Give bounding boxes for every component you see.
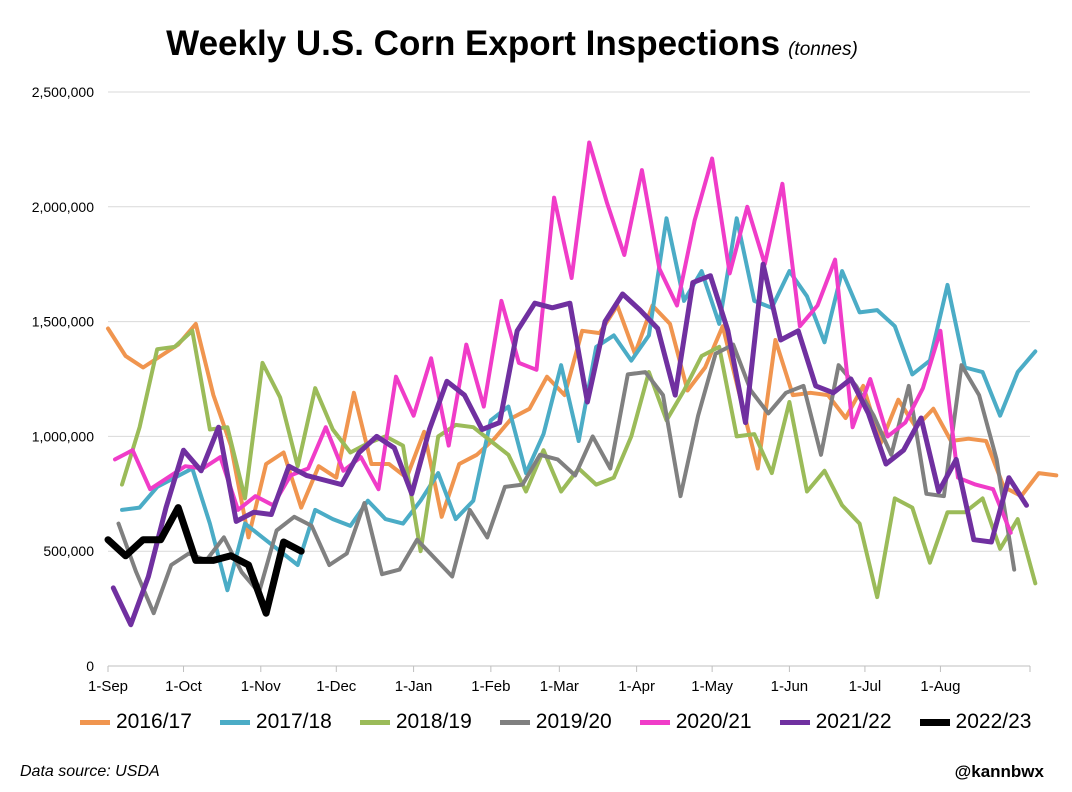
series-line-2019-20: [116, 342, 1017, 616]
x-tick-label: 1-Apr: [618, 678, 655, 695]
legend-label: 2022/23: [955, 710, 1032, 733]
legend-item: 2016/17: [80, 710, 192, 734]
chart-subtitle: (tonnes): [788, 39, 858, 60]
legend-label: 2016/17: [116, 710, 192, 733]
legend-swatch: [359, 719, 390, 725]
legend-swatch: [80, 719, 110, 725]
data-source: Data source: USDA: [20, 763, 160, 780]
series-line-2022-23: [104, 504, 305, 617]
x-tick-label: 1-Sep: [88, 678, 128, 695]
chart-title-main: Weekly U.S. Corn Export Inspections: [166, 24, 781, 63]
legend-label: 2020/21: [675, 710, 752, 733]
legend: 2016/17 2017/18 2018/19 2019/20 2020/21 2021/…: [80, 710, 1059, 734]
axes: 0 500,000 1,000,000 1,500,000 2,000,000 2,500…: [32, 84, 1031, 695]
author-handle: @kannbwx: [954, 762, 1044, 781]
legend-item: 2017/18: [219, 710, 332, 734]
legend-label: 2017/18: [255, 710, 332, 733]
legend-item: 2020/21: [639, 710, 752, 734]
legend-label: 2018/19: [395, 710, 472, 733]
y-tick-label: 0: [86, 658, 94, 674]
legend-swatch: [499, 719, 530, 725]
legend-swatch: [219, 719, 250, 725]
y-tick-label: 1,000,000: [32, 428, 94, 444]
series-line-2017-18: [120, 216, 1038, 593]
x-tick-label: 1-Jun: [771, 678, 809, 695]
legend-item: 2018/19: [359, 710, 472, 734]
legend-label: 2021/22: [815, 710, 892, 733]
legend-swatch: [639, 719, 670, 725]
series-line-2021-22: [110, 261, 1029, 628]
y-tick-label: 1,500,000: [32, 314, 94, 330]
x-tick-label: 1-May: [691, 678, 733, 695]
legend-item: 2021/22: [779, 710, 892, 734]
legend-swatch: [779, 719, 810, 725]
x-tick-label: 1-Jul: [849, 678, 882, 695]
x-tick-label: 1-Jan: [395, 678, 433, 695]
series-lines: [104, 140, 1059, 628]
x-tick-label: 1-Dec: [316, 678, 357, 695]
series-line-2016-17: [106, 303, 1059, 540]
y-tick-label: 2,000,000: [32, 199, 94, 215]
x-tick-label: 1-Aug: [920, 678, 960, 695]
legend-label: 2019/20: [535, 710, 612, 733]
y-tick-label: 2,500,000: [32, 84, 94, 100]
x-tick-label: 1-Oct: [165, 678, 203, 695]
chart-title: Weekly U.S. Corn Export Inspections (tonn…: [0, 24, 1024, 64]
x-tick-label: 1-Nov: [241, 678, 282, 695]
x-tick-label: 1-Mar: [540, 678, 579, 695]
x-tick-label: 1-Feb: [471, 678, 510, 695]
legend-swatch: [919, 718, 950, 726]
legend-item: 2019/20: [499, 710, 612, 734]
line-chart: 0 500,000 1,000,000 1,500,000 2,000,000 2,500…: [32, 84, 1059, 695]
y-tick-label: 500,000: [43, 543, 94, 559]
legend-item: 2022/23: [919, 710, 1032, 734]
